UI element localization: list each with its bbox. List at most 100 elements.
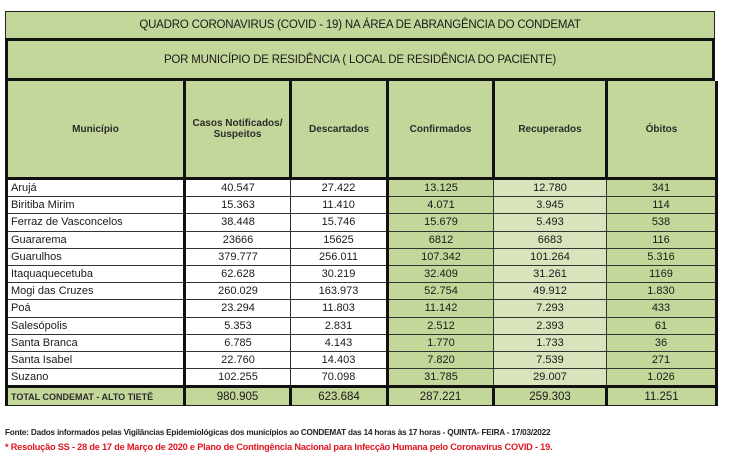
cell-obitos: 538 xyxy=(606,213,718,232)
cell-recuperados: 3.945 xyxy=(493,196,607,215)
table-row: Salesópolis 5.353 2.831 2.512 2.393 61 xyxy=(5,316,718,335)
cell-recuperados: 2.393 xyxy=(493,316,607,335)
cell-descartados: 27.422 xyxy=(290,177,389,198)
cell-confirmados: 107.342 xyxy=(387,247,494,266)
header-recuperados: Recuperados xyxy=(492,81,608,180)
cell-confirmados: 31.785 xyxy=(387,368,494,388)
table-row: Poá 23.294 11.803 11.142 7.293 433 xyxy=(5,299,718,318)
cell-obitos: 1.026 xyxy=(606,368,718,388)
cell-recuperados: 12.780 xyxy=(493,177,607,198)
cell-confirmados: 6812 xyxy=(387,230,494,249)
total-row: TOTAL CONDEMAT - ALTO TIETÊ 980.905 623.68… xyxy=(5,385,718,407)
cell-recuperados: 101.264 xyxy=(493,247,607,266)
cell-recuperados: 29.007 xyxy=(493,368,607,388)
cell-obitos: 116 xyxy=(606,230,718,249)
cell-casos: 5.353 xyxy=(184,316,291,335)
table-body: Arujá 40.547 27.422 13.125 12.780 341 Biritiba… xyxy=(5,177,718,407)
cell-descartados: 15625 xyxy=(290,230,389,249)
table-row: Arujá 40.547 27.422 13.125 12.780 341 xyxy=(5,177,718,198)
table-subtitle: POR MUNICÍPIO DE RESIDÊNCIA ( LOCAL DE R… xyxy=(5,38,715,81)
cell-descartados: 11.410 xyxy=(290,196,389,215)
cell-casos: 38.448 xyxy=(184,213,291,232)
cell-confirmados: 11.142 xyxy=(387,299,494,318)
total-confirmados: 287.221 xyxy=(387,385,495,407)
cell-obitos: 1.830 xyxy=(606,282,718,301)
cell-recuperados: 6683 xyxy=(493,230,607,249)
table-row: Santa Isabel 22.760 14.403 7.820 7.539 271 xyxy=(5,350,718,370)
cell-municipio: Poá xyxy=(5,299,186,318)
cell-casos: 23666 xyxy=(184,230,291,249)
cell-municipio: Arujá xyxy=(5,177,186,198)
cell-confirmados: 32.409 xyxy=(387,264,494,284)
cell-descartados: 11.803 xyxy=(290,299,389,318)
cell-obitos: 271 xyxy=(606,350,718,370)
cell-descartados: 4.143 xyxy=(290,333,389,352)
cell-confirmados: 2.512 xyxy=(387,316,494,335)
cell-recuperados: 49.912 xyxy=(493,282,607,301)
table-row: Suzano 102.255 70.098 31.785 29.007 1.026 xyxy=(5,368,718,388)
cell-obitos: 341 xyxy=(606,177,718,198)
header-row: Município Casos Notificados/ Suspeitos D… xyxy=(5,81,718,180)
header-confirmados: Confirmados xyxy=(386,81,495,180)
header-descartados: Descartados xyxy=(289,81,389,180)
cell-obitos: 5.316 xyxy=(606,247,718,266)
cell-casos: 22.760 xyxy=(184,350,291,370)
cell-recuperados: 5.493 xyxy=(493,213,607,232)
cell-municipio: Biritiba Mirim xyxy=(5,196,186,215)
cell-descartados: 14.403 xyxy=(290,350,389,370)
cell-municipio: Santa Branca xyxy=(5,333,186,352)
table-row: Guarulhos 379.777 256.011 107.342 101.264 5.3… xyxy=(5,247,718,266)
cell-descartados: 163.973 xyxy=(290,282,389,301)
covid-data-table: Município Casos Notificados/ Suspeitos D… xyxy=(5,81,718,407)
table-row: Mogi das Cruzes 260.029 163.973 52.754 49.91… xyxy=(5,282,718,301)
resolution-note: * Resolução SS - 28 de 17 de Março de 20… xyxy=(5,442,553,452)
cell-municipio: Mogi das Cruzes xyxy=(5,282,186,301)
table-row: Itaquaquecetuba 62.628 30.219 32.409 31.261 1… xyxy=(5,264,718,284)
cell-confirmados: 15.679 xyxy=(387,213,494,232)
total-obitos: 11.251 xyxy=(606,385,718,407)
cell-descartados: 2.831 xyxy=(290,316,389,335)
cell-obitos: 1169 xyxy=(606,264,718,284)
cell-municipio: Guarulhos xyxy=(5,247,186,266)
cell-confirmados: 1.770 xyxy=(387,333,494,352)
cell-confirmados: 7.820 xyxy=(387,350,494,370)
cell-confirmados: 13.125 xyxy=(387,177,494,198)
source-footnote: Fonte: Dados informados pelas Vigilância… xyxy=(5,428,551,437)
table-row: Biritiba Mirim 15.363 11.410 4.071 3.945 114 xyxy=(5,196,718,215)
cell-casos: 40.547 xyxy=(184,177,291,198)
cell-casos: 102.255 xyxy=(184,368,291,388)
cell-confirmados: 4.071 xyxy=(387,196,494,215)
cell-descartados: 30.219 xyxy=(290,264,389,284)
total-descartados: 623.684 xyxy=(290,385,389,407)
header-casos: Casos Notificados/ Suspeitos xyxy=(183,81,292,180)
cell-casos: 6.785 xyxy=(184,333,291,352)
cell-casos: 23.294 xyxy=(184,299,291,318)
total-municipio: TOTAL CONDEMAT - ALTO TIETÊ xyxy=(5,385,186,407)
header-obitos: Óbitos xyxy=(605,81,718,180)
cell-recuperados: 31.261 xyxy=(493,264,607,284)
cell-municipio: Salesópolis xyxy=(5,316,186,335)
total-casos: 980.905 xyxy=(184,385,292,407)
cell-descartados: 70.098 xyxy=(290,368,389,388)
header-municipio: Município xyxy=(5,81,186,180)
cell-municipio: Guararema xyxy=(5,230,186,249)
cell-casos: 62.628 xyxy=(184,264,291,284)
cell-municipio: Suzano xyxy=(5,368,186,388)
cell-descartados: 256.011 xyxy=(290,247,389,266)
cell-descartados: 15.746 xyxy=(290,213,389,232)
cell-confirmados: 52.754 xyxy=(387,282,494,301)
cell-municipio: Ferraz de Vasconcelos xyxy=(5,213,186,232)
table-row: Guararema 23666 15625 6812 6683 116 xyxy=(5,230,718,249)
table-title: QUADRO CORONAVIRUS (COVID - 19) NA ÁREA … xyxy=(5,11,715,38)
cell-casos: 15.363 xyxy=(184,196,291,215)
cell-obitos: 433 xyxy=(606,299,718,318)
cell-casos: 260.029 xyxy=(184,282,291,301)
cell-casos: 379.777 xyxy=(184,247,291,266)
cell-municipio: Santa Isabel xyxy=(5,350,186,370)
cell-municipio: Itaquaquecetuba xyxy=(5,264,186,284)
table-row: Ferraz de Vasconcelos 38.448 15.746 15.679 5… xyxy=(5,213,718,232)
cell-recuperados: 7.293 xyxy=(493,299,607,318)
covid-table-sheet: QUADRO CORONAVIRUS (COVID - 19) NA ÁREA … xyxy=(5,11,718,407)
table-row: Santa Branca 6.785 4.143 1.770 1.733 36 xyxy=(5,333,718,352)
cell-obitos: 61 xyxy=(606,316,718,335)
